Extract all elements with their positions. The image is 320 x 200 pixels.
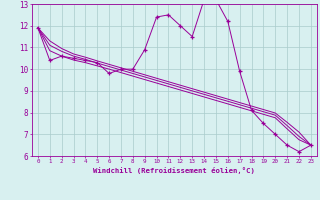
X-axis label: Windchill (Refroidissement éolien,°C): Windchill (Refroidissement éolien,°C) <box>93 167 255 174</box>
